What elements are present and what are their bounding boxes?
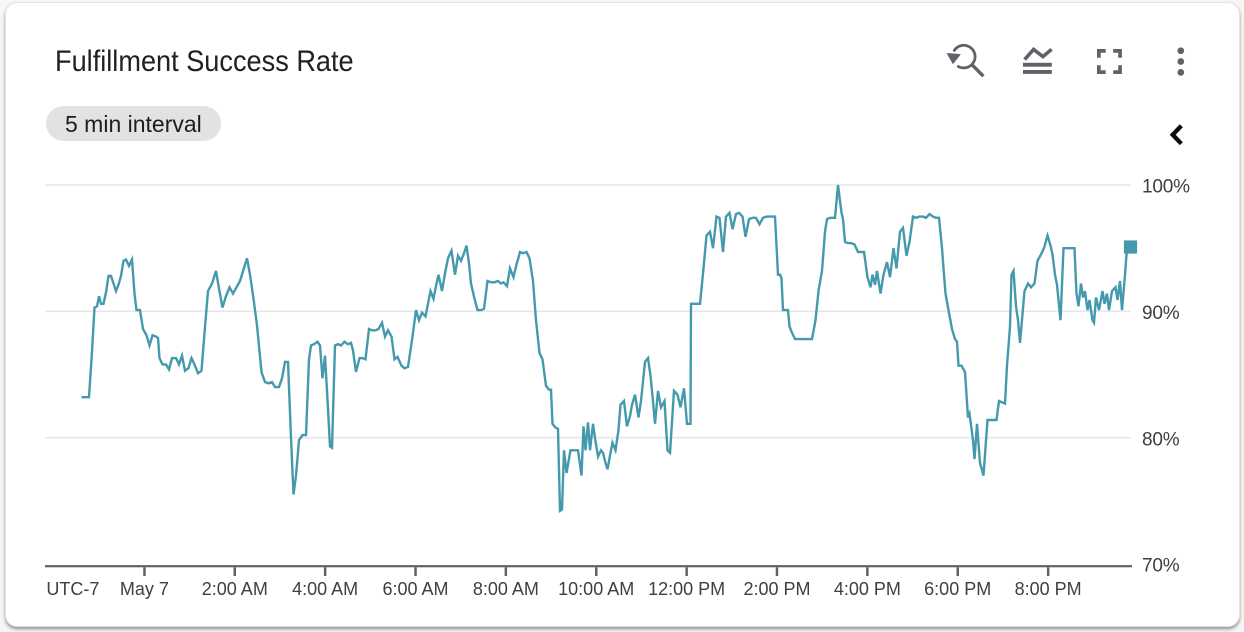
svg-text:6:00 AM: 6:00 AM [382,579,448,599]
svg-text:2:00 PM: 2:00 PM [743,579,810,599]
svg-text:12:00 PM: 12:00 PM [648,579,725,599]
svg-text:4:00 PM: 4:00 PM [834,579,901,599]
svg-text:80%: 80% [1142,429,1180,450]
svg-text:100%: 100% [1142,177,1190,198]
svg-text:May 7: May 7 [120,579,169,599]
svg-text:8:00 PM: 8:00 PM [1015,579,1082,599]
svg-text:4:00 AM: 4:00 AM [292,579,358,599]
svg-text:6:00 PM: 6:00 PM [924,579,991,599]
svg-text:10:00 AM: 10:00 AM [558,579,634,599]
svg-text:2:00 AM: 2:00 AM [202,579,268,599]
svg-text:70%: 70% [1142,556,1180,577]
svg-text:90%: 90% [1142,303,1180,324]
svg-text:UTC-7: UTC-7 [46,579,99,599]
svg-text:8:00 AM: 8:00 AM [473,579,539,599]
